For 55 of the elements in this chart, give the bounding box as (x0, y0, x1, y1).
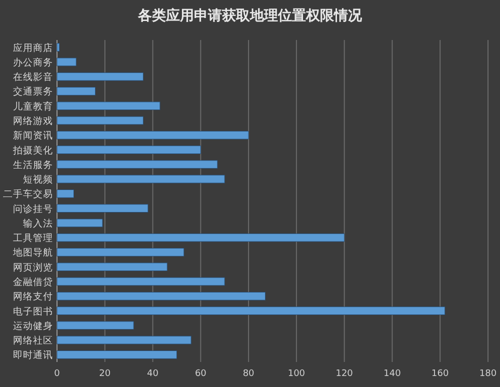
bar (56, 160, 218, 169)
bar (56, 174, 225, 184)
x-tick-label: 20 (99, 369, 111, 379)
bar (56, 306, 446, 315)
bar (56, 58, 76, 66)
x-tick-label: 100 (288, 369, 306, 379)
y-tick-label: 网络社区 (13, 334, 53, 347)
x-tick-label: 140 (384, 369, 402, 379)
y-tick-label: 交通票务 (13, 86, 53, 98)
y-tick-label: 在线影音 (13, 71, 53, 84)
y-tick-label: 拍摄美化 (12, 144, 53, 156)
bar (56, 102, 160, 110)
y-tick-label: 工具管理 (13, 233, 53, 244)
y-tick-label: 新闻资讯 (13, 130, 53, 142)
x-tick-label: 80 (242, 369, 255, 379)
y-tick-label: 网络游戏 (13, 115, 53, 127)
y-tick-label: 应用商店 (13, 42, 53, 54)
bar (56, 87, 96, 96)
bar (56, 233, 345, 242)
bar (56, 116, 144, 125)
x-tick-label: 160 (432, 369, 449, 379)
y-tick-label: 地图导航 (12, 246, 53, 259)
y-tick-label: 网络支付 (13, 290, 53, 303)
bar (56, 43, 60, 52)
y-tick-label: 输入法 (23, 217, 53, 230)
bar (56, 72, 144, 81)
y-tick-label: 生活服务 (13, 158, 53, 171)
y-tick-label: 办公商务 (13, 56, 53, 68)
y-tick-label: 二手车交易 (3, 188, 53, 200)
y-tick-label: 问诊挂号 (13, 202, 53, 215)
x-tick-label: 60 (194, 369, 207, 379)
bar (56, 321, 134, 330)
bar (56, 292, 266, 300)
y-tick-label: 网页浏览 (13, 261, 53, 274)
y-tick-label: 短视频 (23, 174, 53, 186)
x-tick-label: 120 (336, 369, 354, 379)
bar (56, 130, 249, 140)
y-tick-label: 运动健身 (13, 320, 53, 332)
x-tick-label: 180 (479, 369, 497, 379)
bar (56, 146, 201, 154)
bar (56, 277, 225, 286)
x-tick-label: 0 (54, 369, 60, 379)
bar (56, 218, 103, 228)
bar (56, 350, 177, 359)
bar (56, 248, 184, 256)
y-tick-label: 金融借贷 (13, 276, 53, 288)
chart-title: 各类应用申请获取地理位置权限情况 (137, 7, 363, 24)
y-tick-label: 儿童教育 (13, 100, 53, 112)
bar (56, 336, 192, 344)
bar (56, 262, 168, 272)
bar (56, 204, 148, 213)
y-tick-label: 即时通讯 (13, 349, 53, 362)
x-tick-label: 40 (147, 369, 159, 379)
bar (56, 189, 74, 198)
y-tick-label: 电子图书 (13, 305, 53, 318)
